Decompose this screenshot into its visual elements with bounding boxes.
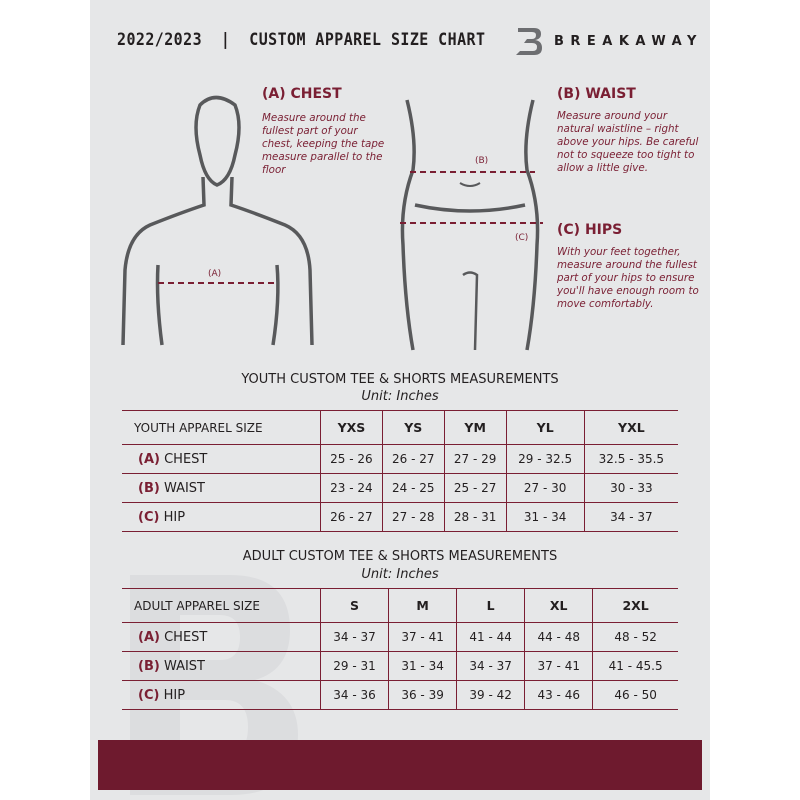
waist-description: Measure around your natural waistline – … bbox=[557, 110, 699, 174]
table-row: (B) WAIST 29 - 31 31 - 34 34 - 37 37 - 4… bbox=[122, 651, 678, 681]
cell: 31 - 34 bbox=[388, 651, 457, 681]
cell: 27 - 29 bbox=[443, 444, 507, 474]
size-header: S bbox=[319, 588, 389, 623]
size-header: XL bbox=[524, 588, 593, 623]
cell: 44 - 48 bbox=[524, 622, 593, 652]
cell: 36 - 39 bbox=[388, 680, 457, 710]
size-header: L bbox=[456, 588, 525, 623]
waist-marker: (B) bbox=[475, 156, 488, 166]
brand-name: BREAKAWAY bbox=[554, 34, 703, 49]
adult-table-title: ADULT CUSTOM TEE & SHORTS MEASUREMENTS bbox=[242, 549, 558, 564]
footer-bar bbox=[98, 740, 702, 790]
cell: 25 - 26 bbox=[320, 444, 383, 474]
table-row: (C) HIP 34 - 36 36 - 39 39 - 42 43 - 46 … bbox=[122, 680, 678, 710]
adult-size-table: ADULT APPAREL SIZE S M L XL 2XL (A) CHES… bbox=[122, 588, 678, 710]
youth-size-table: YOUTH APPAREL SIZE YXS YS YM YL YXL (A) … bbox=[122, 410, 678, 532]
youth-table-title: YOUTH CUSTOM TEE & SHORTS MEASUREMENTS bbox=[241, 372, 559, 387]
cell: 27 - 28 bbox=[381, 502, 445, 532]
cell: 34 - 37 bbox=[456, 651, 525, 681]
size-chart-page: 2022/2023 | CUSTOM APPAREL SIZE CHART BR… bbox=[90, 0, 710, 800]
table-header-row: ADULT APPAREL SIZE S M L XL 2XL bbox=[122, 588, 678, 623]
cell: 28 - 31 bbox=[443, 502, 507, 532]
size-header: 2XL bbox=[592, 588, 678, 623]
table-row: (A) CHEST 25 - 26 26 - 27 27 - 29 29 - 3… bbox=[122, 444, 678, 474]
cell: 25 - 27 bbox=[443, 473, 507, 503]
row-label: (C) HIP bbox=[122, 502, 321, 532]
youth-unit: Unit: Inches bbox=[361, 389, 439, 404]
row-label: (A) CHEST bbox=[122, 444, 321, 474]
lower-body-figure: (B) (C) bbox=[400, 99, 543, 351]
table-header-row: YOUTH APPAREL SIZE YXS YS YM YL YXL bbox=[122, 410, 678, 445]
size-label: YOUTH APPAREL SIZE bbox=[122, 410, 321, 445]
size-header: YS bbox=[381, 410, 445, 445]
row-label: (B) WAIST bbox=[122, 651, 321, 681]
hips-heading: (C) HIPS bbox=[557, 222, 623, 238]
cell: 31 - 34 bbox=[505, 502, 585, 532]
size-label: ADULT APPAREL SIZE bbox=[122, 588, 321, 623]
cell: 32.5 - 35.5 bbox=[583, 444, 678, 474]
cell: 37 - 41 bbox=[524, 651, 593, 681]
page-title: 2022/2023 | CUSTOM APPAREL SIZE CHART bbox=[117, 30, 486, 50]
row-label: (A) CHEST bbox=[122, 622, 321, 652]
chest-heading: (A) CHEST bbox=[262, 86, 342, 102]
cell: 37 - 41 bbox=[388, 622, 457, 652]
hips-marker: (C) bbox=[515, 233, 528, 243]
cell: 46 - 50 bbox=[592, 680, 678, 710]
size-header: YL bbox=[505, 410, 585, 445]
row-label: (B) WAIST bbox=[122, 473, 321, 503]
cell: 23 - 24 bbox=[320, 473, 383, 503]
breakaway-logo-icon bbox=[516, 28, 542, 55]
size-header: M bbox=[388, 588, 457, 623]
cell: 48 - 52 bbox=[592, 622, 678, 652]
table-row: (C) HIP 26 - 27 27 - 28 28 - 31 31 - 34 … bbox=[122, 502, 678, 532]
chest-description: Measure around the fullest part of your … bbox=[262, 112, 385, 176]
adult-unit: Unit: Inches bbox=[361, 567, 439, 582]
cell: 26 - 27 bbox=[320, 502, 383, 532]
cell: 29 - 31 bbox=[319, 651, 389, 681]
size-header: YM bbox=[443, 410, 507, 445]
hips-description: With your feet together, measure around … bbox=[557, 246, 699, 310]
chest-marker: (A) bbox=[208, 269, 221, 279]
table-row: (B) WAIST 23 - 24 24 - 25 25 - 27 27 - 3… bbox=[122, 473, 678, 503]
size-header: YXL bbox=[583, 410, 678, 445]
cell: 43 - 46 bbox=[524, 680, 593, 710]
upper-body-figure: (A) bbox=[121, 95, 314, 346]
row-label: (C) HIP bbox=[122, 680, 321, 710]
cell: 34 - 37 bbox=[583, 502, 678, 532]
cell: 27 - 30 bbox=[505, 473, 585, 503]
cell: 34 - 37 bbox=[319, 622, 389, 652]
table-row: (A) CHEST 34 - 37 37 - 41 41 - 44 44 - 4… bbox=[122, 622, 678, 652]
cell: 30 - 33 bbox=[583, 473, 678, 503]
cell: 39 - 42 bbox=[456, 680, 525, 710]
waist-heading: (B) WAIST bbox=[557, 86, 636, 102]
cell: 29 - 32.5 bbox=[505, 444, 585, 474]
cell: 24 - 25 bbox=[381, 473, 445, 503]
cell: 41 - 44 bbox=[456, 622, 525, 652]
cell: 34 - 36 bbox=[319, 680, 389, 710]
size-header: YXS bbox=[320, 410, 383, 445]
cell: 41 - 45.5 bbox=[592, 651, 678, 681]
cell: 26 - 27 bbox=[381, 444, 445, 474]
